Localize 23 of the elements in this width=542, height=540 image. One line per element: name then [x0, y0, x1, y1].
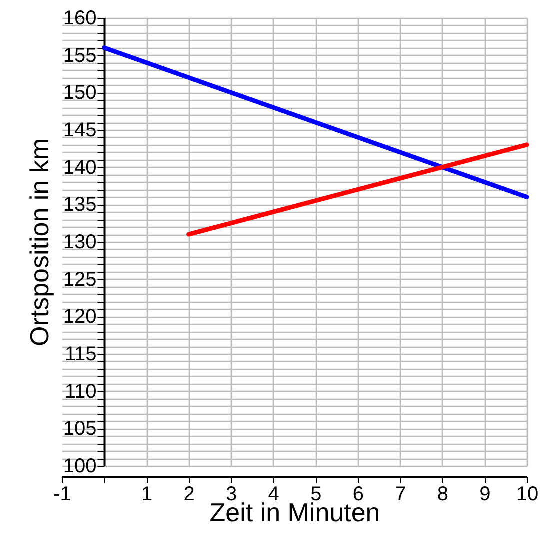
x-tick-label: -1: [54, 484, 72, 506]
y-tick-label: 130: [63, 232, 97, 254]
y-tick-label: 100: [63, 456, 97, 478]
x-tick-label: 1: [141, 484, 153, 506]
x-tick-label: 8: [437, 484, 449, 506]
x-tick-label: 7: [395, 484, 406, 506]
y-tick-label: 125: [63, 268, 97, 291]
y-tick-label: 110: [64, 380, 97, 403]
y-tick-label: 115: [64, 344, 97, 366]
y-tick-label: 120: [63, 306, 97, 328]
y-tick-label: 150: [63, 82, 97, 104]
y-tick-label: 145: [63, 120, 97, 142]
y-tick-label: 135: [63, 194, 97, 216]
x-tick-label: 9: [480, 484, 491, 506]
x-tick-label: 4: [268, 484, 280, 506]
x-tick-label: 2: [184, 484, 195, 506]
y-tick-label: 160: [63, 8, 97, 30]
y-tick-label: 105: [63, 418, 97, 440]
x-tick-label: 6: [352, 484, 364, 506]
y-axis-title: Ortsposition in km: [24, 138, 54, 347]
x-tick-label: 10: [516, 484, 539, 506]
y-tick-label: 155: [63, 44, 97, 67]
y-tick-label: 140: [63, 156, 97, 179]
